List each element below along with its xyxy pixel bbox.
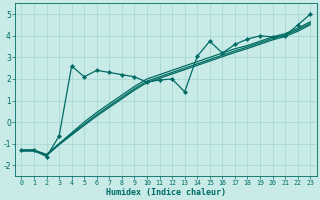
- X-axis label: Humidex (Indice chaleur): Humidex (Indice chaleur): [106, 188, 226, 197]
